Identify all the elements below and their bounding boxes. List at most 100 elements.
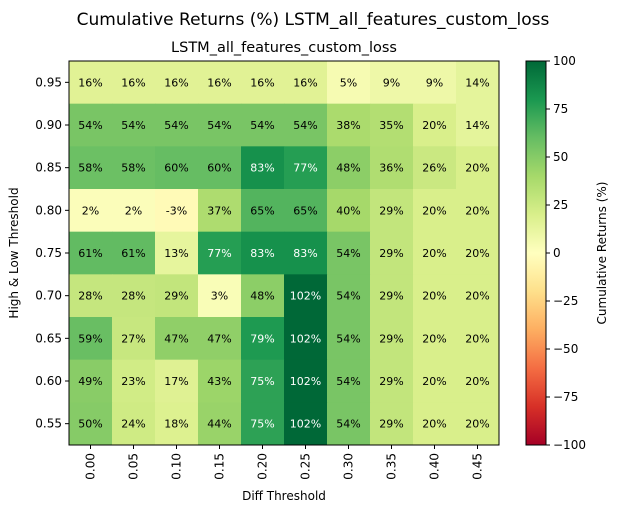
heatmap-cell — [112, 61, 156, 105]
cell-value-label: 65% — [293, 204, 317, 217]
colorbar-axis: 100 75 50 25 0 −25 −50 −75 −100 — [546, 54, 586, 452]
heatmap-cell — [155, 274, 199, 318]
cell-value-label: 2% — [82, 204, 99, 217]
cell-value-label: 58% — [121, 162, 145, 175]
heatmap-cell — [456, 61, 500, 105]
cell-value-label: 38% — [336, 119, 360, 132]
heatmap-cell — [198, 61, 242, 105]
heatmap-cell — [241, 103, 285, 147]
x-tick-label: 0.40 — [428, 453, 442, 480]
cell-value-label: 75% — [250, 375, 274, 388]
x-tick-label: 0.05 — [127, 453, 141, 480]
cell-value-label: 29% — [379, 375, 403, 388]
colorbar-label: Cumulative Returns (%) — [595, 182, 609, 325]
heatmap-cell — [327, 274, 371, 318]
cell-value-label: 61% — [121, 247, 145, 260]
cell-value-label: 14% — [465, 119, 489, 132]
heatmap-cell — [370, 146, 414, 190]
x-tick-label: 0.30 — [342, 453, 356, 480]
x-tick-label: 0.15 — [213, 453, 227, 480]
heatmap-cell — [198, 317, 242, 361]
heatmap-cell — [413, 231, 457, 275]
cell-value-label: 77% — [293, 162, 317, 175]
y-tick-label: 0.65 — [35, 331, 62, 345]
cell-value-label: 58% — [78, 162, 102, 175]
cell-value-label: 37% — [207, 204, 231, 217]
cell-value-label: 54% — [336, 418, 360, 431]
heatmap-cell — [413, 317, 457, 361]
x-tick-label: 0.20 — [256, 453, 270, 480]
heatmap-cell — [198, 231, 242, 275]
cell-value-label: 102% — [290, 418, 321, 431]
heatmap-cell — [370, 317, 414, 361]
heatmap-cell — [112, 402, 156, 446]
cell-value-label: 54% — [336, 290, 360, 303]
cell-value-label: 54% — [336, 247, 360, 260]
x-tick-label: 0.45 — [471, 453, 485, 480]
cell-value-label: 48% — [336, 162, 360, 175]
colorbar — [525, 60, 547, 446]
cell-value-label: 43% — [207, 375, 231, 388]
heatmap-cell — [241, 189, 285, 233]
cell-value-label: 35% — [379, 119, 403, 132]
chart-suptitle: Cumulative Returns (%) LSTM_all_features… — [77, 10, 550, 30]
heatmap-cell — [413, 274, 457, 318]
heatmap-cell — [370, 103, 414, 147]
heatmap-cell — [198, 402, 242, 446]
heatmap-cell — [327, 402, 371, 446]
cell-value-label: 65% — [250, 204, 274, 217]
heatmap-cell — [284, 231, 328, 275]
cell-value-label: 54% — [207, 119, 231, 132]
heatmap-cell — [327, 231, 371, 275]
cell-value-label: 54% — [250, 119, 274, 132]
cell-value-label: 16% — [293, 76, 317, 89]
heatmap-cell — [327, 317, 371, 361]
cell-value-label: 54% — [121, 119, 145, 132]
cell-value-label: 16% — [78, 76, 102, 89]
heatmap-cell — [241, 402, 285, 446]
heatmap-cell — [413, 359, 457, 403]
cell-value-label: 61% — [78, 247, 102, 260]
cell-value-label: 26% — [422, 162, 446, 175]
heatmap-cell — [112, 189, 156, 233]
cell-value-label: 28% — [78, 290, 102, 303]
heatmap-cell — [69, 359, 113, 403]
cell-value-label: 20% — [422, 375, 446, 388]
heatmap-cell — [198, 189, 242, 233]
cell-value-label: 28% — [121, 290, 145, 303]
colorbar-tick-label: 50 — [553, 150, 568, 164]
cell-value-label: 29% — [164, 290, 188, 303]
y-tick-label: 0.95 — [35, 75, 62, 89]
heatmap-cell — [327, 146, 371, 190]
cell-value-label: 16% — [164, 76, 188, 89]
cell-value-label: 16% — [207, 76, 231, 89]
y-axis-label: High & Low Threshold — [7, 187, 21, 318]
colorbar-tick-label: −75 — [553, 390, 578, 404]
heatmap-cell — [284, 402, 328, 446]
y-axis: 0.95 0.90 0.85 0.80 0.75 0.70 0.65 0.60 0.55 — [35, 75, 69, 431]
y-tick-label: 0.70 — [35, 289, 62, 303]
heatmap-cell — [456, 146, 500, 190]
heatmap-cell — [112, 317, 156, 361]
cell-value-label: 20% — [465, 418, 489, 431]
heatmap-cell — [241, 231, 285, 275]
cell-value-label: 3% — [211, 290, 228, 303]
cell-value-label: 77% — [207, 247, 231, 260]
colorbar-tick-label: 0 — [553, 246, 561, 260]
heatmap-cell — [155, 359, 199, 403]
heatmap-cell — [456, 359, 500, 403]
cell-value-label: 29% — [379, 290, 403, 303]
cell-value-label: 20% — [465, 162, 489, 175]
cell-value-label: 49% — [78, 375, 102, 388]
cell-value-label: 20% — [422, 290, 446, 303]
heatmap-cell — [112, 359, 156, 403]
chart-title: LSTM_all_features_custom_loss — [171, 40, 397, 56]
heatmap-cell — [69, 231, 113, 275]
heatmap-cell — [241, 61, 285, 105]
cell-value-label: 54% — [164, 119, 188, 132]
cell-value-label: 9% — [383, 76, 400, 89]
cell-value-label: 47% — [207, 332, 231, 345]
heatmap-cell — [413, 189, 457, 233]
cell-value-label: 83% — [250, 247, 274, 260]
cell-value-label: 23% — [121, 375, 145, 388]
